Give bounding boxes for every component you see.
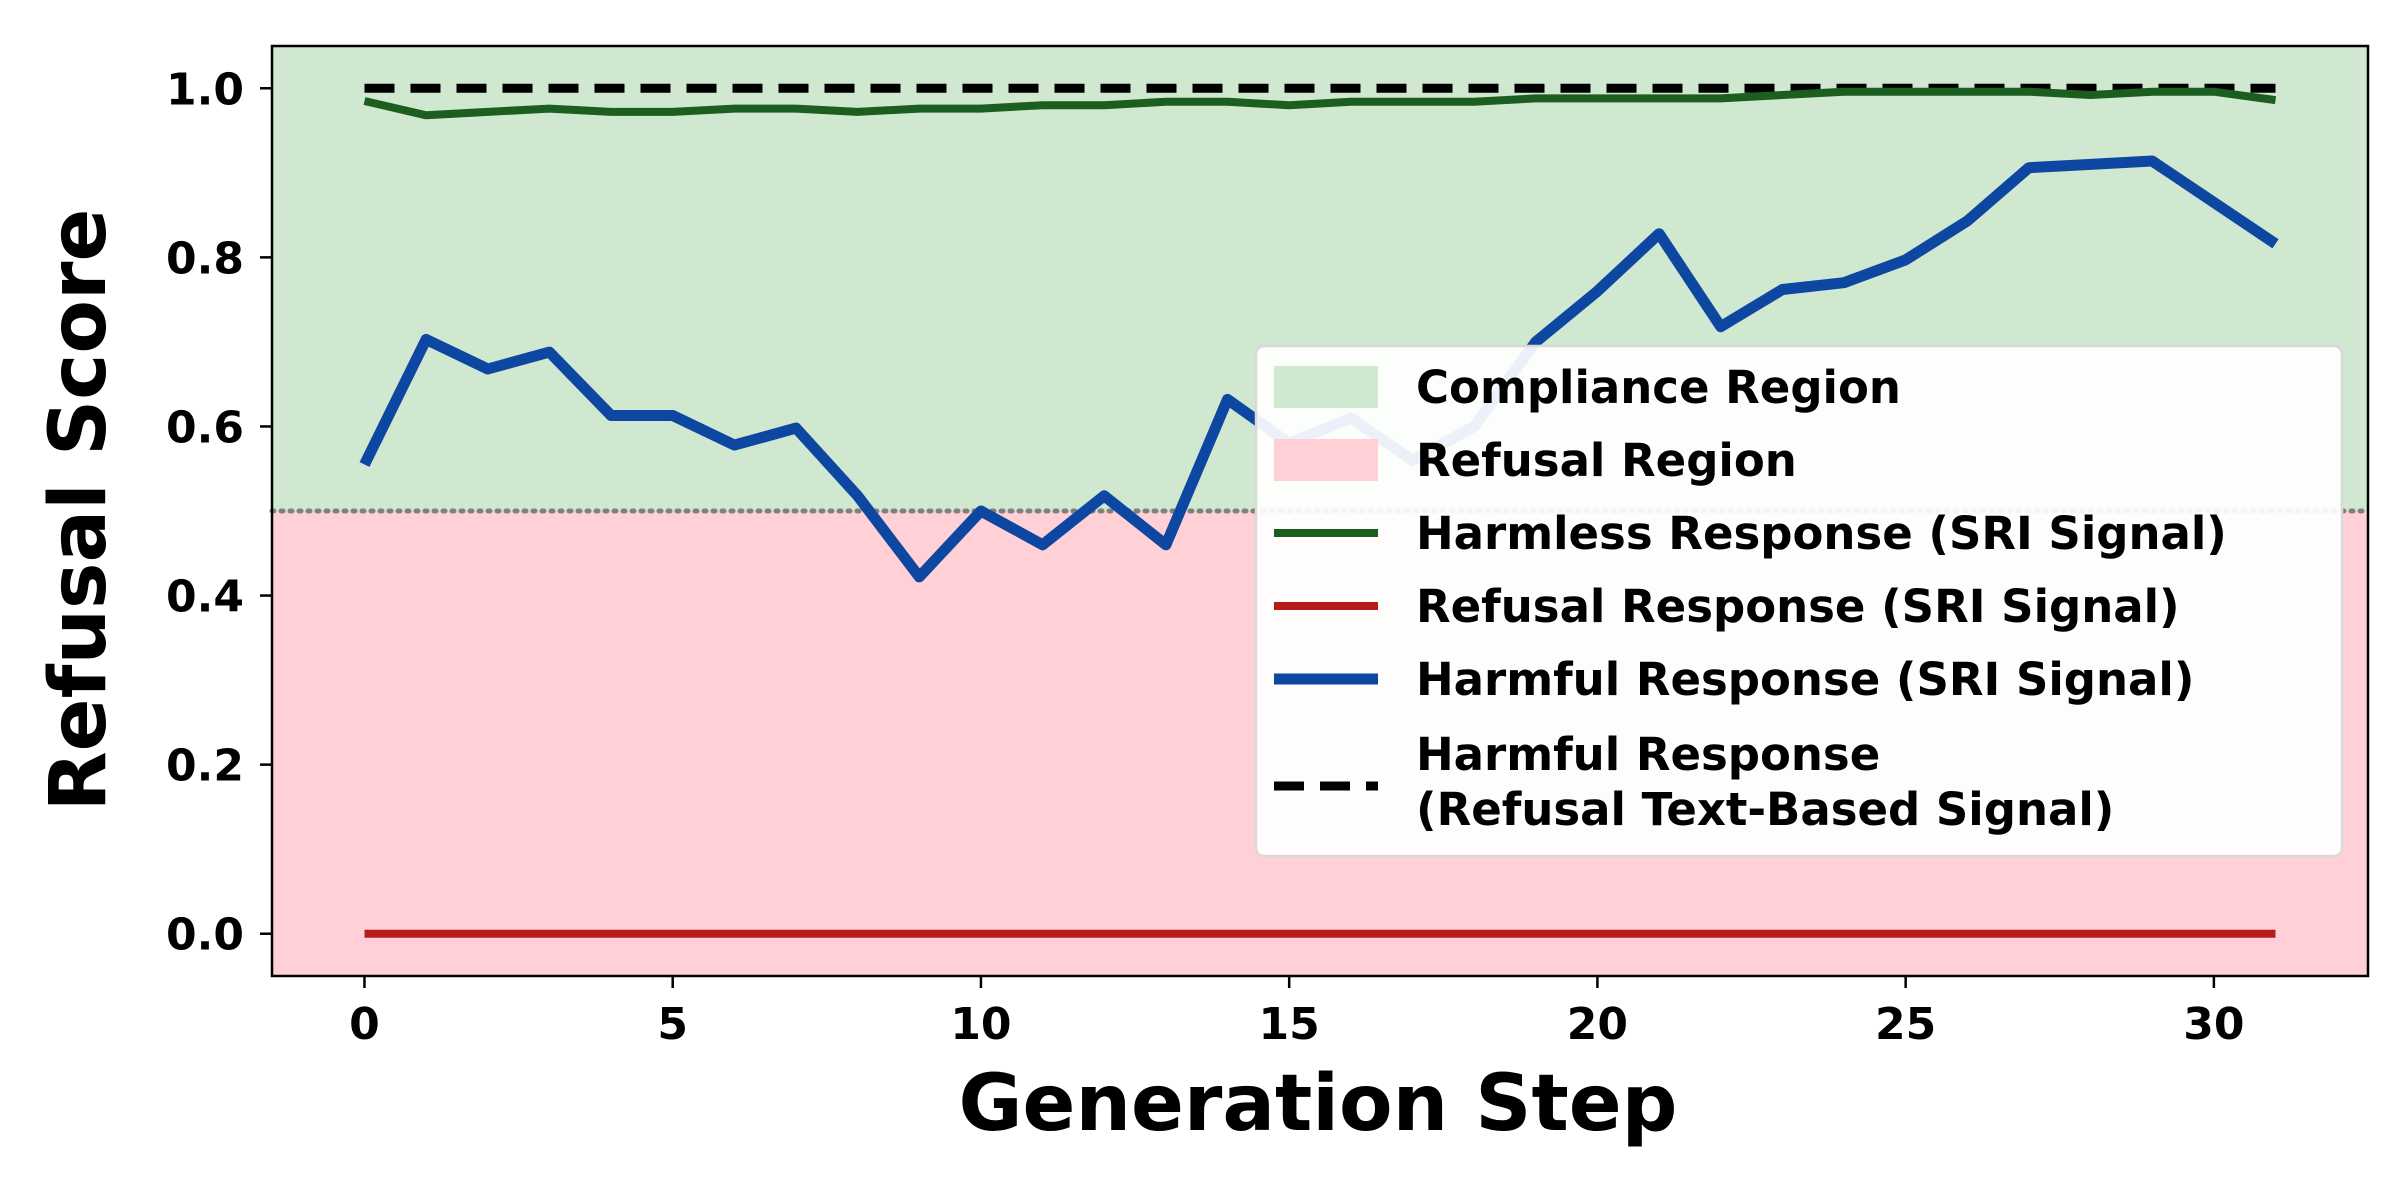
x-tick-label: 5 [657, 999, 688, 1050]
x-tick-label: 0 [349, 999, 380, 1050]
y-tick-label: 0.2 [166, 741, 244, 792]
plot-frame [270, 44, 2370, 978]
y-tick-label: 0.8 [166, 233, 244, 284]
y-axis: 0.0 0.2 0.4 0.6 0.8 1.0 [166, 64, 272, 961]
legend-label-harmful-text-signal: Harmful Response [1416, 728, 1880, 781]
x-tick-label: 20 [1567, 999, 1628, 1050]
x-axis-label: Generation Step [959, 1059, 1678, 1149]
legend-label-harmful-text-signal-line2: (Refusal Text-Based Signal) [1416, 783, 2114, 836]
x-axis: 0 5 10 15 20 25 30 [349, 976, 2244, 1050]
x-tick-label: 25 [1875, 999, 1936, 1050]
legend-swatch-refusal-region [1274, 439, 1378, 481]
legend-label-refusal-region: Refusal Region [1416, 434, 1797, 487]
x-tick-label: 30 [2183, 999, 2244, 1050]
y-tick-label: 1.0 [166, 64, 244, 115]
legend-label-harmless: Harmless Response (SRI Signal) [1416, 507, 2227, 560]
legend-label-compliance: Compliance Region [1416, 361, 1901, 414]
x-tick-label: 15 [1259, 999, 1320, 1050]
harmless-line [363, 87, 2277, 120]
x-tick-label: 10 [950, 999, 1011, 1050]
y-tick-label: 0.4 [166, 572, 244, 623]
y-tick-label: 0.0 [166, 910, 244, 961]
y-axis-label: Refusal Score [34, 209, 124, 812]
legend-label-refusal: Refusal Response (SRI Signal) [1416, 580, 2180, 633]
legend: Compliance Region Refusal Region Harmless … [1254, 344, 2344, 858]
y-tick-label: 0.6 [166, 402, 244, 453]
legend-label-harmful: Harmful Response (SRI Signal) [1416, 653, 2194, 706]
legend-swatch-compliance [1274, 366, 1378, 408]
legend-box [1254, 344, 2344, 858]
